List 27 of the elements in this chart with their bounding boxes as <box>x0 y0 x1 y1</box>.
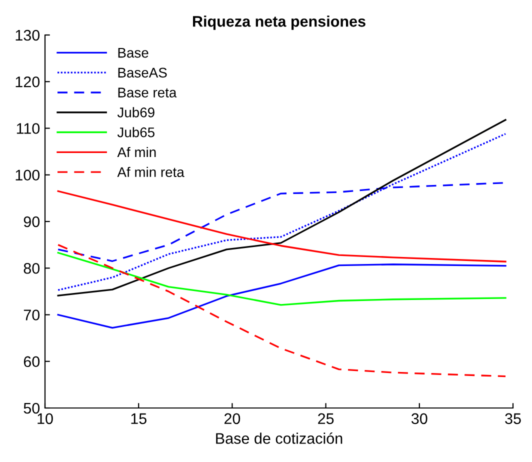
y-tick-label: 70 <box>24 310 40 320</box>
legend-label: Jub65 <box>117 127 154 138</box>
legend-label: Base <box>118 48 148 58</box>
y-tick-label: 110 <box>16 123 40 134</box>
line-series <box>57 264 506 329</box>
x-tick-label: 10 <box>38 413 53 424</box>
y-tick-label: 120 <box>16 76 40 88</box>
y-tick-label: 100 <box>16 170 40 181</box>
x-tick-label: 30 <box>411 413 428 424</box>
line-series <box>57 252 506 306</box>
y-tick-label: 90 <box>24 216 40 228</box>
x-tick-label: 35 <box>505 413 521 424</box>
chart-title: Riqueza neta pensiones <box>193 16 366 30</box>
y-tick-label: 60 <box>24 356 40 368</box>
legend-label: Af min reta <box>117 166 184 178</box>
line-series <box>57 244 506 378</box>
x-tick-label: 20 <box>224 413 240 424</box>
x-axis-title: Base de cotización <box>216 432 342 444</box>
x-tick-label: 15 <box>131 413 146 424</box>
x-tick-label: 25 <box>318 413 334 424</box>
legend-label: Base reta <box>118 88 177 98</box>
legend-label: BaseAS <box>118 68 167 78</box>
y-tick-label: 80 <box>24 262 40 274</box>
legend-label: Af min <box>117 146 156 158</box>
legend-label: Jub69 <box>117 107 154 118</box>
y-tick-label: 50 <box>24 402 40 414</box>
y-tick-label: 130 <box>16 30 40 41</box>
